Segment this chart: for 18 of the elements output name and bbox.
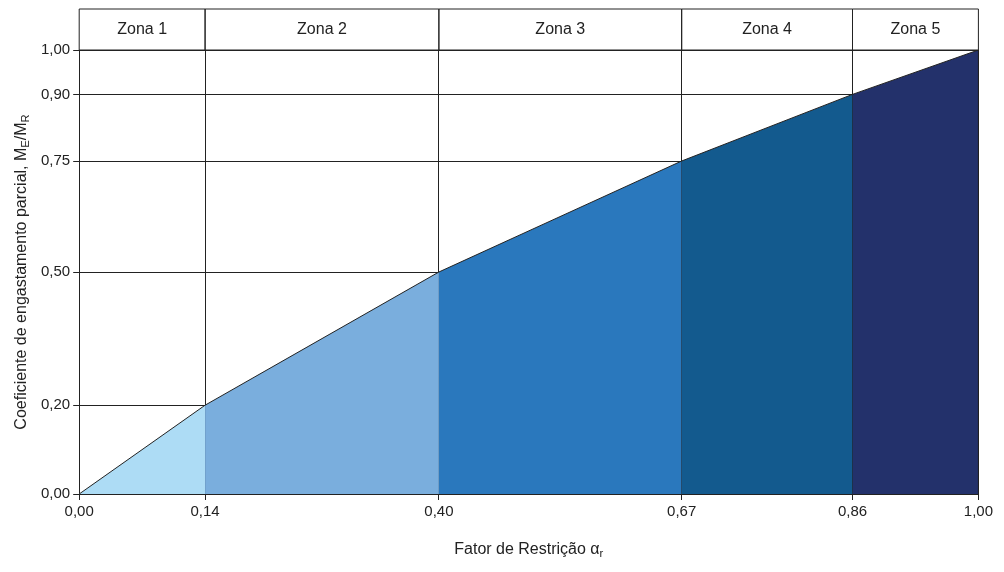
text: Zona 1 bbox=[117, 20, 168, 38]
y-tick-label: 1,00 bbox=[40, 40, 71, 58]
text: Zona 5 bbox=[890, 20, 941, 38]
x-tick-label: 0,00 bbox=[64, 502, 94, 520]
text: Zona 2 bbox=[297, 20, 347, 38]
x-tick-label: 0,40 bbox=[424, 502, 454, 520]
x-tick-label: 0,67 bbox=[667, 502, 697, 520]
y-axis-title: Coeficiente de engastamento parcial, ME/MR bbox=[12, 114, 32, 430]
y-tick-label: 0,20 bbox=[40, 395, 71, 413]
text: Zona 3 bbox=[535, 20, 586, 38]
x-tick-label: 0,86 bbox=[837, 502, 868, 520]
y-tick-label: 0,50 bbox=[40, 262, 71, 280]
y-tick-label: 0,90 bbox=[40, 84, 71, 102]
x-tick-label: 1,00 bbox=[963, 502, 993, 520]
y-tick-label: 0,75 bbox=[40, 151, 71, 169]
y-tick-label: 0,00 bbox=[40, 484, 71, 502]
text: Zona 4 bbox=[742, 20, 793, 38]
x-tick-label: 0,14 bbox=[190, 502, 220, 520]
